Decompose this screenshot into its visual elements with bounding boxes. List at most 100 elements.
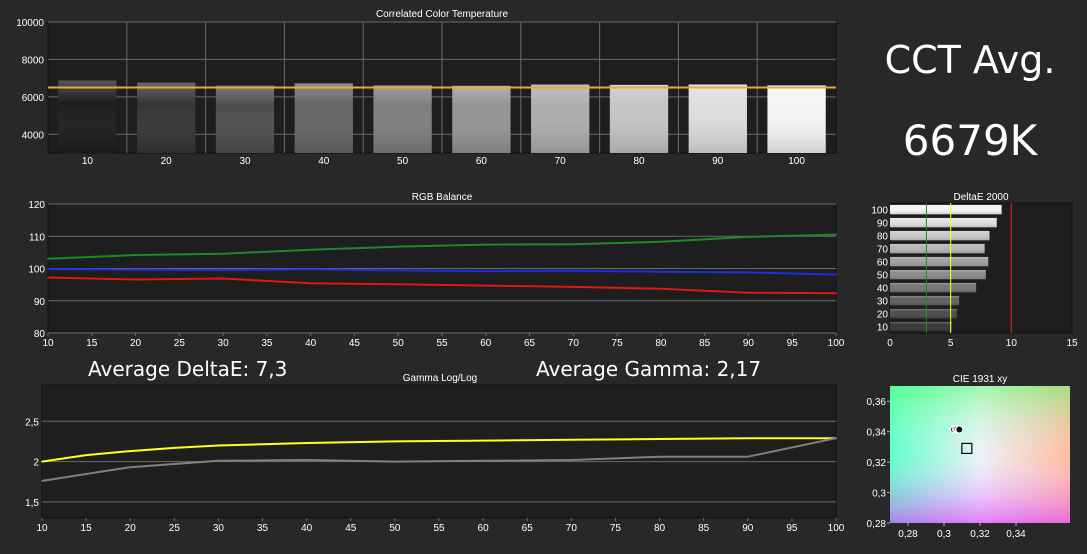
cct-bar-shade <box>688 84 747 153</box>
average-gamma: Average Gamma: 2,17 <box>536 357 761 381</box>
rgb-x-tick-label: 20 <box>130 338 142 349</box>
average-gamma-value: 2,17 <box>716 357 762 381</box>
gamma-y-tick-label: 1,5 <box>25 498 39 509</box>
deltae-y-tick-label: 30 <box>877 297 889 308</box>
gamma-x-tick-label: 100 <box>828 523 845 534</box>
rgb-point <box>572 243 575 246</box>
gamma-point <box>173 447 176 449</box>
cct-x-tick-label: 80 <box>633 156 645 167</box>
deltae-x-tick-label: 10 <box>1006 338 1018 349</box>
rgb-point <box>47 268 49 270</box>
gamma-x-tick-label: 65 <box>522 523 534 534</box>
deltae-x-tick-label: 15 <box>1066 338 1078 349</box>
gamma-chart-title: Gamma Log/Log <box>403 373 478 384</box>
rgb-point <box>309 248 312 251</box>
rgb-point <box>835 273 837 276</box>
rgb-x-tick-label: 75 <box>612 338 624 349</box>
rgb-x-tick-label: 60 <box>480 338 492 349</box>
gamma-x-tick-label: 15 <box>81 523 93 534</box>
gamma-series-yellow <box>41 437 836 463</box>
average-gamma-label: Average Gamma: <box>536 357 717 381</box>
gamma-x-tick-label: 20 <box>125 523 137 534</box>
cct-bar-shade <box>58 80 117 153</box>
rgb-point <box>572 269 575 272</box>
cct-bar-shade <box>373 85 432 153</box>
gamma-x-tick-label: 35 <box>257 523 269 534</box>
gamma-point <box>217 444 220 447</box>
cct-y-tick-label: 10000 <box>16 18 44 29</box>
gamma-point <box>482 459 484 462</box>
deltae-bar-shade <box>890 295 960 306</box>
rgb-point <box>397 283 400 286</box>
gamma-point <box>394 440 396 443</box>
gamma-y-tick-label: 2 <box>33 458 39 469</box>
rgb-point <box>835 233 837 236</box>
rgb-x-tick-label: 95 <box>787 338 799 349</box>
deltae-bar-shade <box>890 308 957 319</box>
rgb-series-red <box>47 276 837 295</box>
gamma-point <box>658 438 661 440</box>
cie-x-tick-label: 0,34 <box>1006 529 1026 540</box>
gamma-point <box>658 455 661 458</box>
rgb-y-tick-label: 100 <box>28 265 45 276</box>
gamma-point <box>835 437 837 440</box>
gamma-point <box>129 466 132 469</box>
cie-y-tick-label: 0,36 <box>867 397 887 408</box>
average-deltae-label: Average DeltaE: <box>88 357 256 381</box>
gamma-x-tick-label: 10 <box>36 523 48 534</box>
cct-bar-shade <box>531 84 590 153</box>
rgb-chart-title: RGB Balance <box>412 192 473 203</box>
rgb-point <box>134 254 137 256</box>
cct-y-tick-label: 8000 <box>22 55 45 66</box>
cct-y-tick-label: 4000 <box>22 130 45 141</box>
deltae-y-tick-label: 90 <box>877 219 889 230</box>
gamma-x-tick-label: 95 <box>786 523 798 534</box>
rgb-y-tick-label: 90 <box>34 297 46 308</box>
rgb-x-tick-label: 45 <box>349 338 361 349</box>
deltae-y-tick-label: 40 <box>877 284 889 295</box>
cct-avg-label: CCT Avg. <box>884 38 1056 82</box>
rgb-point <box>484 284 487 287</box>
cie-x-tick-label: 0,28 <box>898 529 918 540</box>
deltae-y-tick-label: 80 <box>877 232 889 243</box>
deltae-y-tick-label: 100 <box>871 206 888 217</box>
rgb-point <box>660 288 662 290</box>
cct-x-tick-label: 10 <box>82 156 94 167</box>
gamma-x-tick-label: 85 <box>698 523 710 534</box>
rgb-point <box>484 270 487 272</box>
rgb-x-tick-label: 85 <box>699 338 711 349</box>
gamma-series-measured_gamma <box>41 437 837 482</box>
gamma-x-tick-label: 45 <box>345 523 357 534</box>
cct-x-tick-label: 70 <box>555 156 567 167</box>
rgb-point <box>397 269 400 272</box>
gamma-x-tick-label: 25 <box>169 523 181 534</box>
deltae-bar-shade <box>890 230 990 241</box>
rgb-point <box>484 243 487 246</box>
cie-x-tick-label: 0,3 <box>937 529 951 540</box>
gamma-point <box>746 455 749 458</box>
cct-x-tick-label: 50 <box>397 156 409 167</box>
cct-bar-shade <box>215 85 275 153</box>
deltae-bar-shade <box>890 269 986 280</box>
cct-bar-shade <box>294 83 353 153</box>
deltae-y-tick-label: 70 <box>877 245 889 256</box>
rgb-point <box>660 270 662 273</box>
rgb-x-tick-label: 80 <box>655 338 667 349</box>
cie-y-tick-label: 0,28 <box>867 519 887 530</box>
rgb-x-tick-label: 65 <box>524 338 536 349</box>
gamma-point <box>129 450 132 452</box>
cie-y-tick-label: 0,34 <box>867 428 887 439</box>
rgb-y-tick-label: 110 <box>29 232 45 243</box>
rgb-point <box>747 271 750 274</box>
gamma-x-tick-label: 75 <box>610 523 622 534</box>
rgb-point <box>835 292 837 295</box>
gamma-point <box>570 459 573 461</box>
cct-x-tick-label: 100 <box>788 156 805 167</box>
deltae-bar-shade <box>890 256 989 267</box>
cct-x-tick-label: 20 <box>161 156 173 167</box>
deltae-x-tick-label: 0 <box>887 338 893 349</box>
cct-bar-shade <box>767 85 826 153</box>
rgb-point <box>572 286 575 288</box>
rgb-point <box>660 240 662 243</box>
